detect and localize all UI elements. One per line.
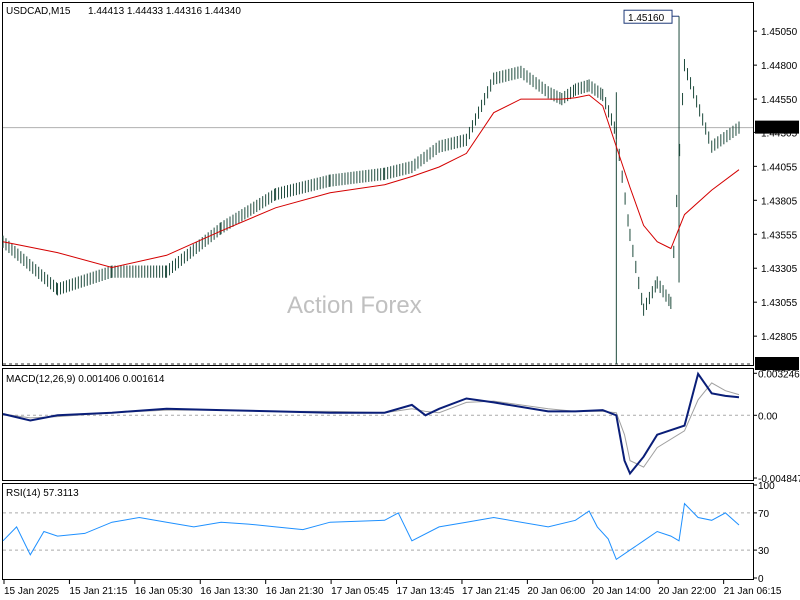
time-axis: 15 Jan 2025 15 Jan 21:15 16 Jan 05:30 16 Ja… — [3, 580, 782, 597]
macd-panel-frame — [2, 368, 754, 481]
time-axis-tick-label: 17 Jan 21:45 — [462, 586, 520, 597]
price-axis-tick-label: 1.42805 — [761, 332, 798, 343]
price-axis-tick-label: 1.43055 — [761, 298, 798, 309]
macd-axis-tick-label: -0.004847 — [758, 474, 800, 485]
price-header-ohlc: 1.44413 1.44433 1.44316 1.44340 — [88, 6, 241, 17]
macd-axis-tick-label: 0.00 — [758, 411, 778, 422]
macd-axis: 0.003246 0.00 -0.004847 — [753, 369, 800, 485]
price-axis-tick-label: 1.44055 — [761, 162, 798, 173]
low-marker-label: 1.42600 — [759, 360, 796, 371]
price-axis-tick-label: 1.43305 — [761, 264, 798, 275]
time-axis-tick-label: 20 Jan 06:00 — [527, 586, 585, 597]
time-axis-tick-label: 15 Jan 2025 — [4, 586, 59, 597]
time-axis-tick-label: 20 Jan 22:00 — [658, 586, 716, 597]
price-axis-tick-label: 1.44550 — [761, 95, 798, 106]
time-axis-tick-label: 17 Jan 13:45 — [397, 586, 455, 597]
price-layer: 1.45160 — [2, 9, 753, 365]
time-axis-tick-label: 17 Jan 05:45 — [331, 586, 389, 597]
time-axis-tick-label: 20 Jan 14:00 — [593, 586, 651, 597]
price-axis-tick-label: 1.45050 — [761, 27, 798, 38]
low-marker-box — [755, 357, 799, 370]
current-price-box — [755, 120, 799, 134]
macd-line — [2, 371, 740, 476]
rsi-axis-tick-label: 0 — [758, 574, 764, 585]
time-axis-tick-label: 15 Jan 21:15 — [69, 586, 127, 597]
rsi-axis-tick-label: 30 — [758, 546, 770, 557]
rsi-axis-tick-label: 70 — [758, 509, 770, 520]
time-axis-tick-label: 16 Jan 13:30 — [200, 586, 258, 597]
price-axis-tick-label: 1.43555 — [761, 230, 798, 241]
time-axis-tick-label: 16 Jan 05:30 — [135, 586, 193, 597]
current-price-label: 1.44340 — [759, 124, 796, 135]
time-axis-tick-label: 21 Jan 06:15 — [724, 586, 782, 597]
macd-layer — [2, 371, 753, 476]
watermark: Action Forex — [287, 292, 422, 319]
high-marker-label: 1.45160 — [628, 13, 665, 24]
time-axis-tick-label: 16 Jan 21:30 — [266, 586, 324, 597]
macd-axis-tick-label: 0.003246 — [758, 369, 800, 380]
macd-signal-line — [2, 382, 740, 468]
rsi-axis: 100 70 30 0 — [753, 481, 775, 585]
rsi-panel-frame — [2, 483, 754, 580]
price-panel-frame — [2, 2, 754, 366]
price-axis: 1.45050 1.44800 1.44550 1.44305 1.44055 1.438… — [753, 27, 799, 374]
rsi-layer — [2, 502, 753, 561]
price-axis-tick-label: 1.43805 — [761, 196, 798, 207]
rsi-axis-tick-label: 100 — [758, 481, 775, 492]
rsi-line — [2, 502, 740, 561]
price-axis-tick-label: 1.44800 — [761, 61, 798, 72]
moving-average-line — [2, 94, 740, 269]
price-axis-tick-label: 1.44305 — [761, 128, 798, 139]
price-header-symbol: USDCAD,M15 — [6, 6, 71, 17]
macd-header: MACD(12,26,9) 0.001406 0.001614 — [6, 374, 165, 385]
rsi-header: RSI(14) 57.3113 — [6, 488, 79, 499]
